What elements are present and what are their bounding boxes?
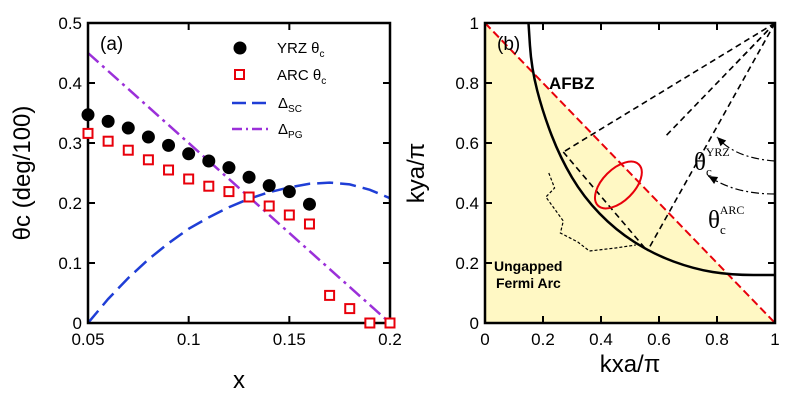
yrz-data-point (242, 170, 256, 184)
theta-arc-label: θcARC (708, 203, 744, 237)
y-tick-label: 0.8 (455, 74, 479, 93)
panel-b-ticks: 0 0.2 0.4 0.6 0.8 1 0 0.2 0.4 0.6 0.8 1 (455, 14, 779, 349)
legend-arc-label: ARC θc (277, 67, 326, 87)
yrz-data-point (302, 197, 316, 211)
arc-data-point (183, 173, 195, 185)
yrz-data-point (101, 114, 115, 128)
delta-sc-curve (88, 181, 390, 323)
arc-data-point (263, 200, 275, 212)
legend-yrz-marker (233, 41, 247, 55)
legend-yrz-label: YRZ θc (277, 40, 325, 60)
arc-data-point (344, 303, 356, 315)
arc-data-point (223, 186, 235, 198)
panel-a-label: (a) (100, 34, 123, 55)
arc-data-point (122, 144, 134, 156)
x-tick-label: 0.8 (705, 330, 729, 349)
theta-yrz-label: θcYRZ (694, 145, 730, 179)
arc-data-point (303, 218, 315, 230)
panel-b: 0 0.2 0.4 0.6 0.8 1 0 0.2 0.4 0.6 0.8 1 (b) AFBZ Un… (403, 14, 780, 378)
y-tick-label: 0.4 (58, 74, 82, 93)
yrz-data-point (222, 161, 236, 175)
yrz-data-point (202, 154, 216, 168)
x-tick-label: 0.1 (177, 330, 201, 349)
hole-pocket-ellipse (594, 160, 643, 210)
y-tick-label: 0.5 (58, 14, 82, 33)
theta-ray-line (646, 22, 776, 252)
yrz-data-point (182, 147, 196, 161)
delta-pg-line (88, 52, 390, 323)
theta-chord-line (562, 151, 649, 252)
y-tick-label: 0.2 (455, 254, 479, 273)
x-tick-label: 0.15 (273, 330, 306, 349)
y-tick-label: 0.2 (58, 194, 82, 213)
x-tick-label: 0.6 (647, 330, 671, 349)
x-tick-label: 0.2 (531, 330, 555, 349)
panel-b-x-axis-label: kxa/π (600, 351, 661, 378)
arrowhead-icon (708, 176, 719, 184)
yrz-data-point (121, 121, 135, 135)
y-tick-label: 0.3 (58, 134, 82, 153)
y-tick-label: 0 (73, 314, 82, 333)
arc-data-point (163, 164, 175, 176)
arc-data-point (82, 127, 94, 139)
ungapped-arc-label-line1: Ungapped (494, 258, 562, 274)
y-tick-label: 0.1 (58, 254, 82, 273)
legend-pg-label: ΔPG (278, 121, 303, 141)
panel-a-x-axis-label: x (233, 367, 245, 394)
arc-data-point (364, 317, 376, 329)
legend-arc-marker (234, 69, 245, 80)
arrowhead-icon (717, 137, 727, 147)
afbz-boundary-line (484, 22, 776, 324)
arc-data-point (102, 135, 114, 147)
x-tick-label: 0.2 (378, 330, 402, 349)
yrz-data-point (282, 185, 296, 199)
panel-b-y-axis-label: kya/π (403, 143, 430, 204)
panel-a-frame (86, 21, 392, 325)
panel-b-frame (483, 21, 777, 325)
arc-data-point (384, 317, 396, 329)
legend-sc-label: ΔSC (278, 95, 302, 115)
arc-data-point (142, 154, 154, 166)
ungapped-arc-outline (545, 172, 636, 252)
y-tick-label: 0.4 (455, 194, 479, 213)
panel-b-label: (b) (497, 34, 520, 55)
yrz-data-point (162, 138, 176, 152)
yrz-data-point (141, 130, 155, 144)
x-tick-label: 1 (770, 330, 779, 349)
y-tick-label: 0 (470, 314, 479, 333)
panel-a-series (88, 52, 390, 323)
ungapped-arc-label-line2: Fermi Arc (496, 275, 561, 291)
theta-ray-line (562, 22, 776, 153)
arc-data-point (324, 289, 336, 301)
yrz-data-point (262, 179, 276, 193)
x-tick-label: 0.05 (71, 330, 104, 349)
panel-a: 0.05 0.1 0.15 0.2 0 0.1 0.2 0.3 0.4 0.5 (a) YRZ θ… (9, 14, 402, 394)
arc-data-point (243, 191, 255, 203)
panel-a-y-axis-label: θc (deg/100) (9, 106, 36, 241)
y-tick-label: 0.6 (455, 134, 479, 153)
yrz-data-point (81, 108, 95, 122)
y-tick-label: 1 (470, 14, 479, 33)
fermi-surface-curve (527, 22, 775, 277)
arc-data-point (203, 180, 215, 192)
afbz-label: AFBZ (549, 74, 594, 93)
theta-construction-lines (562, 22, 776, 252)
x-tick-label: 0.4 (589, 330, 613, 349)
panel-a-legend: YRZ θc ARC θc ΔSC ΔPG (232, 40, 326, 141)
arc-data-point (283, 209, 295, 221)
theta-ray-line (664, 22, 776, 138)
x-tick-label: 0 (480, 330, 489, 349)
panel-a-ticks: 0.05 0.1 0.15 0.2 0 0.1 0.2 0.3 0.4 0.5 (58, 14, 401, 349)
